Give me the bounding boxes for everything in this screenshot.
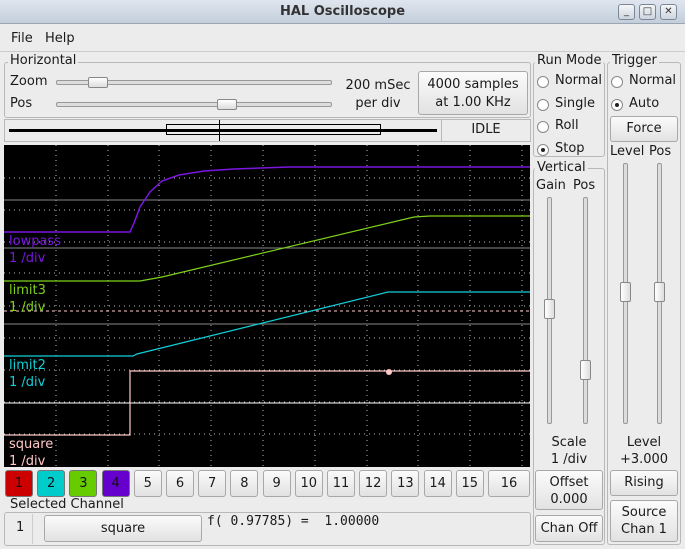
channel-1-button[interactable]: 1 xyxy=(5,470,33,497)
run-mode-stop-label[interactable]: Stop xyxy=(555,140,585,156)
channel-6-button[interactable]: 6 xyxy=(166,470,194,497)
selected-channel-frame xyxy=(4,512,531,546)
vertical-pos-slider[interactable] xyxy=(583,197,588,424)
trigger-pos-slider-thumb[interactable] xyxy=(654,282,665,302)
run-mode-label: Run Mode xyxy=(535,53,604,68)
vertical-pos-label: Pos xyxy=(573,178,596,193)
offset-button[interactable]: Offset 0.000 xyxy=(535,470,603,510)
value-readout: f( 0.97785) = 1.00000 xyxy=(207,514,380,529)
selected-channel-label: Selected Channel xyxy=(8,497,126,512)
zoom-slider[interactable] xyxy=(56,80,332,85)
trace-limit2 xyxy=(4,291,530,357)
horizontal-label: Horizontal xyxy=(8,53,79,68)
pos-label: Pos xyxy=(10,96,33,111)
zoom-label: Zoom xyxy=(10,74,48,89)
grid xyxy=(4,145,530,467)
trigger-auto-label[interactable]: Auto xyxy=(629,95,660,111)
record-position-strip[interactable]: IDLE xyxy=(4,119,531,142)
trace-limit3 xyxy=(4,215,530,282)
channel-4-button[interactable]: 4 xyxy=(101,470,130,497)
window-title: HAL Oscilloscope xyxy=(279,4,406,19)
samples-button[interactable]: 4000 samples at 1.00 KHz xyxy=(418,71,528,115)
channel-15-button[interactable]: 15 xyxy=(455,470,484,497)
channel-2-button[interactable]: 2 xyxy=(37,470,66,497)
channel-13-button[interactable]: 13 xyxy=(391,470,420,497)
trace-label-lowpass: lowpass xyxy=(9,234,61,249)
scope-display[interactable]: lowpass 1 /div limit3 1 /div limit2 1 /d… xyxy=(4,145,530,467)
minimize-button[interactable]: _ xyxy=(618,4,635,20)
horizontal-frame xyxy=(4,62,531,118)
vertical-pos-slider-thumb[interactable] xyxy=(580,360,591,380)
selected-channel-number: 1 xyxy=(16,520,25,535)
gain-slider-thumb[interactable] xyxy=(544,299,555,319)
scale-readout: Scale 1 /div xyxy=(550,435,588,467)
status-label: IDLE xyxy=(471,122,501,137)
run-mode-stop-radio[interactable] xyxy=(537,143,549,156)
force-button[interactable]: Force xyxy=(610,116,678,142)
channel-3-button[interactable]: 3 xyxy=(69,470,98,497)
zoom-slider-thumb[interactable] xyxy=(88,77,108,88)
chan-off-button[interactable]: Chan Off xyxy=(535,515,603,542)
channel-11-button[interactable]: 11 xyxy=(327,470,355,497)
edge-button[interactable]: Rising xyxy=(610,470,678,496)
channel-name-button[interactable]: square xyxy=(44,515,202,542)
trace-label-limit3: limit3 xyxy=(9,283,46,298)
channel-10-button[interactable]: 10 xyxy=(294,470,323,497)
gain-label: Gain xyxy=(536,178,566,193)
trigger-level-readout: Level +3.000 xyxy=(619,435,669,467)
trigger-normal-label[interactable]: Normal xyxy=(629,73,677,88)
channel-16-button[interactable]: 16 xyxy=(488,470,530,497)
trace-scale-square: 1 /div xyxy=(9,454,46,467)
pos-slider-thumb[interactable] xyxy=(217,99,237,110)
run-mode-normal-radio[interactable] xyxy=(537,76,549,88)
trace-scale-lowpass: 1 /div xyxy=(9,251,46,266)
trace-scale-limit2: 1 /div xyxy=(9,375,46,390)
menu-file[interactable]: File xyxy=(11,31,33,46)
vertical-label: Vertical xyxy=(535,160,588,175)
trace-scale-limit3: 1 /div xyxy=(9,300,46,315)
channel-12-button[interactable]: 12 xyxy=(359,470,388,497)
trace-label-limit2: limit2 xyxy=(9,358,46,373)
pos-slider[interactable] xyxy=(56,102,332,107)
trigger-source-button[interactable]: Source Chan 1 xyxy=(610,500,678,542)
channel-7-button[interactable]: 7 xyxy=(198,470,227,497)
run-mode-roll-label[interactable]: Roll xyxy=(555,118,579,133)
run-mode-normal-label[interactable]: Normal xyxy=(555,73,603,88)
trace-square xyxy=(4,370,530,436)
run-mode-roll-radio[interactable] xyxy=(537,121,549,133)
trace-label-square: square xyxy=(9,437,53,452)
trigger-level-label: Level xyxy=(610,144,645,159)
run-mode-single-label[interactable]: Single xyxy=(555,95,595,111)
trigger-normal-radio[interactable] xyxy=(611,76,623,88)
channel-14-button[interactable]: 14 xyxy=(423,470,452,497)
trigger-label: Trigger xyxy=(610,53,659,68)
channel-9-button[interactable]: 9 xyxy=(262,470,291,497)
trace-lowpass xyxy=(4,166,530,233)
channel-5-button[interactable]: 5 xyxy=(133,470,162,497)
menu-help[interactable]: Help xyxy=(45,31,75,46)
run-mode-single-radio[interactable] xyxy=(537,98,549,111)
time-per-div: 200 mSec per div xyxy=(345,78,411,111)
close-button[interactable]: ✕ xyxy=(660,4,677,20)
trigger-level-slider-thumb[interactable] xyxy=(620,282,631,302)
trigger-auto-radio[interactable] xyxy=(611,98,623,111)
trigger-pos-label: Pos xyxy=(649,144,672,159)
maximize-button[interactable]: □ xyxy=(639,4,656,20)
trigger-marker xyxy=(386,369,392,375)
channel-8-button[interactable]: 8 xyxy=(230,470,259,497)
title-bar: HAL Oscilloscope xyxy=(0,0,685,24)
